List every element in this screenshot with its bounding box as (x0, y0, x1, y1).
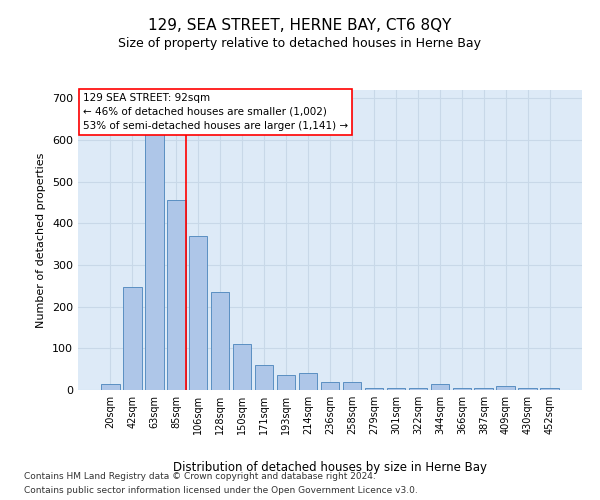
Bar (452, 388, 471, 390)
Bar (431, 384, 449, 390)
Bar (101, 384, 119, 390)
Bar (145, 124, 164, 390)
Text: 129, SEA STREET, HERNE BAY, CT6 8QY: 129, SEA STREET, HERNE BAY, CT6 8QY (148, 18, 452, 32)
Bar (211, 292, 229, 390)
Bar (189, 236, 208, 390)
Bar (167, 200, 185, 390)
Text: Distribution of detached houses by size in Herne Bay: Distribution of detached houses by size … (173, 461, 487, 474)
Bar (541, 388, 559, 390)
Bar (475, 388, 493, 390)
Text: Contains public sector information licensed under the Open Government Licence v3: Contains public sector information licen… (24, 486, 418, 495)
Bar (299, 372, 317, 390)
Bar (255, 365, 274, 390)
Text: Size of property relative to detached houses in Herne Bay: Size of property relative to detached ho… (119, 38, 482, 51)
Bar (386, 388, 405, 390)
Bar (277, 376, 295, 390)
Bar (233, 344, 251, 390)
Text: Contains HM Land Registry data © Crown copyright and database right 2024.: Contains HM Land Registry data © Crown c… (24, 472, 376, 481)
Bar (365, 388, 383, 390)
Bar (518, 388, 537, 390)
Bar (123, 286, 142, 390)
Bar (496, 386, 515, 390)
Bar (409, 388, 427, 390)
Y-axis label: Number of detached properties: Number of detached properties (37, 152, 46, 328)
Bar (320, 382, 340, 390)
Text: 129 SEA STREET: 92sqm
← 46% of detached houses are smaller (1,002)
53% of semi-d: 129 SEA STREET: 92sqm ← 46% of detached … (83, 93, 348, 131)
Bar (343, 382, 361, 390)
